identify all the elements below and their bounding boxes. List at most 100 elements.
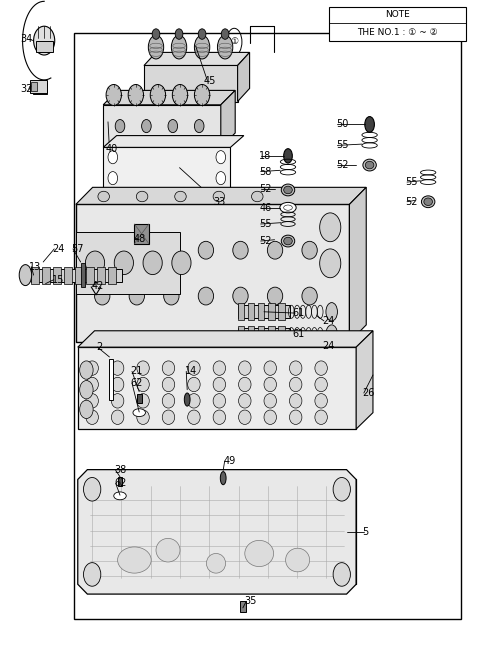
Ellipse shape <box>108 151 118 164</box>
Bar <box>248 326 254 343</box>
Ellipse shape <box>133 409 145 417</box>
Polygon shape <box>78 331 373 347</box>
Ellipse shape <box>156 538 180 562</box>
Bar <box>278 303 285 320</box>
Bar <box>36 41 53 52</box>
Text: THE NO.1 : ① ~ ②: THE NO.1 : ① ~ ② <box>357 28 438 37</box>
Bar <box>144 66 238 102</box>
Ellipse shape <box>216 172 226 185</box>
Ellipse shape <box>164 287 179 305</box>
Ellipse shape <box>206 553 226 573</box>
Ellipse shape <box>168 119 178 132</box>
Ellipse shape <box>86 410 98 424</box>
Ellipse shape <box>284 237 292 245</box>
Bar <box>258 326 264 343</box>
Ellipse shape <box>137 361 149 375</box>
Bar <box>238 326 244 343</box>
Ellipse shape <box>86 394 98 408</box>
Text: 58: 58 <box>259 166 272 177</box>
Ellipse shape <box>302 287 317 305</box>
Ellipse shape <box>171 35 187 59</box>
Bar <box>81 263 85 287</box>
Bar <box>97 267 105 284</box>
Ellipse shape <box>239 410 251 424</box>
Text: 35: 35 <box>245 596 257 607</box>
Ellipse shape <box>333 563 350 586</box>
Ellipse shape <box>95 287 110 305</box>
Ellipse shape <box>137 394 149 408</box>
Ellipse shape <box>95 241 110 259</box>
Ellipse shape <box>188 410 200 424</box>
Text: 48: 48 <box>133 234 146 244</box>
Ellipse shape <box>289 394 302 408</box>
Text: 15: 15 <box>52 274 64 285</box>
Ellipse shape <box>213 394 226 408</box>
Ellipse shape <box>213 361 226 375</box>
Bar <box>329 7 466 41</box>
Text: 26: 26 <box>362 388 375 398</box>
Ellipse shape <box>184 393 190 406</box>
Ellipse shape <box>84 477 101 501</box>
Text: 38: 38 <box>114 465 127 476</box>
Ellipse shape <box>172 84 188 105</box>
Ellipse shape <box>252 191 263 202</box>
Polygon shape <box>356 331 373 429</box>
Ellipse shape <box>264 410 276 424</box>
Ellipse shape <box>172 251 191 274</box>
Text: 42: 42 <box>91 281 104 291</box>
Ellipse shape <box>326 325 337 343</box>
Ellipse shape <box>188 394 200 408</box>
Polygon shape <box>238 52 250 102</box>
Bar <box>248 303 254 320</box>
Bar <box>78 347 356 429</box>
Bar <box>76 204 349 342</box>
Bar <box>64 267 72 284</box>
Ellipse shape <box>213 191 225 202</box>
Bar <box>278 326 285 343</box>
Ellipse shape <box>280 202 296 213</box>
Ellipse shape <box>111 410 124 424</box>
Ellipse shape <box>239 377 251 392</box>
Ellipse shape <box>80 361 93 379</box>
Bar <box>53 267 61 284</box>
Ellipse shape <box>164 241 179 259</box>
Text: 45: 45 <box>204 75 216 86</box>
Ellipse shape <box>213 377 226 392</box>
Bar <box>103 147 230 188</box>
Ellipse shape <box>213 410 226 424</box>
Ellipse shape <box>84 563 101 586</box>
Bar <box>74 33 461 619</box>
Text: 55: 55 <box>406 177 418 187</box>
Ellipse shape <box>162 361 175 375</box>
Bar <box>268 303 275 320</box>
Text: 33: 33 <box>214 196 226 207</box>
Bar <box>134 224 149 244</box>
Ellipse shape <box>162 377 175 392</box>
Ellipse shape <box>111 377 124 392</box>
Text: 21: 21 <box>131 366 143 377</box>
Ellipse shape <box>217 35 233 59</box>
Ellipse shape <box>320 213 341 242</box>
Ellipse shape <box>284 205 292 210</box>
Ellipse shape <box>320 249 341 278</box>
Ellipse shape <box>188 361 200 375</box>
Text: 49: 49 <box>223 456 236 466</box>
Ellipse shape <box>220 472 226 485</box>
Ellipse shape <box>118 547 151 573</box>
Bar <box>42 267 50 284</box>
Bar <box>137 394 142 403</box>
Ellipse shape <box>86 361 98 375</box>
Ellipse shape <box>148 35 164 59</box>
Text: 46: 46 <box>259 202 272 213</box>
Text: 5: 5 <box>362 527 369 537</box>
Text: 62: 62 <box>131 378 143 388</box>
Bar <box>118 477 122 486</box>
Bar <box>33 83 47 94</box>
Ellipse shape <box>137 410 149 424</box>
Text: 34: 34 <box>20 34 33 45</box>
Ellipse shape <box>421 196 435 208</box>
Text: 50: 50 <box>336 119 348 130</box>
Ellipse shape <box>111 394 124 408</box>
Bar <box>31 82 37 91</box>
Bar <box>75 267 83 284</box>
